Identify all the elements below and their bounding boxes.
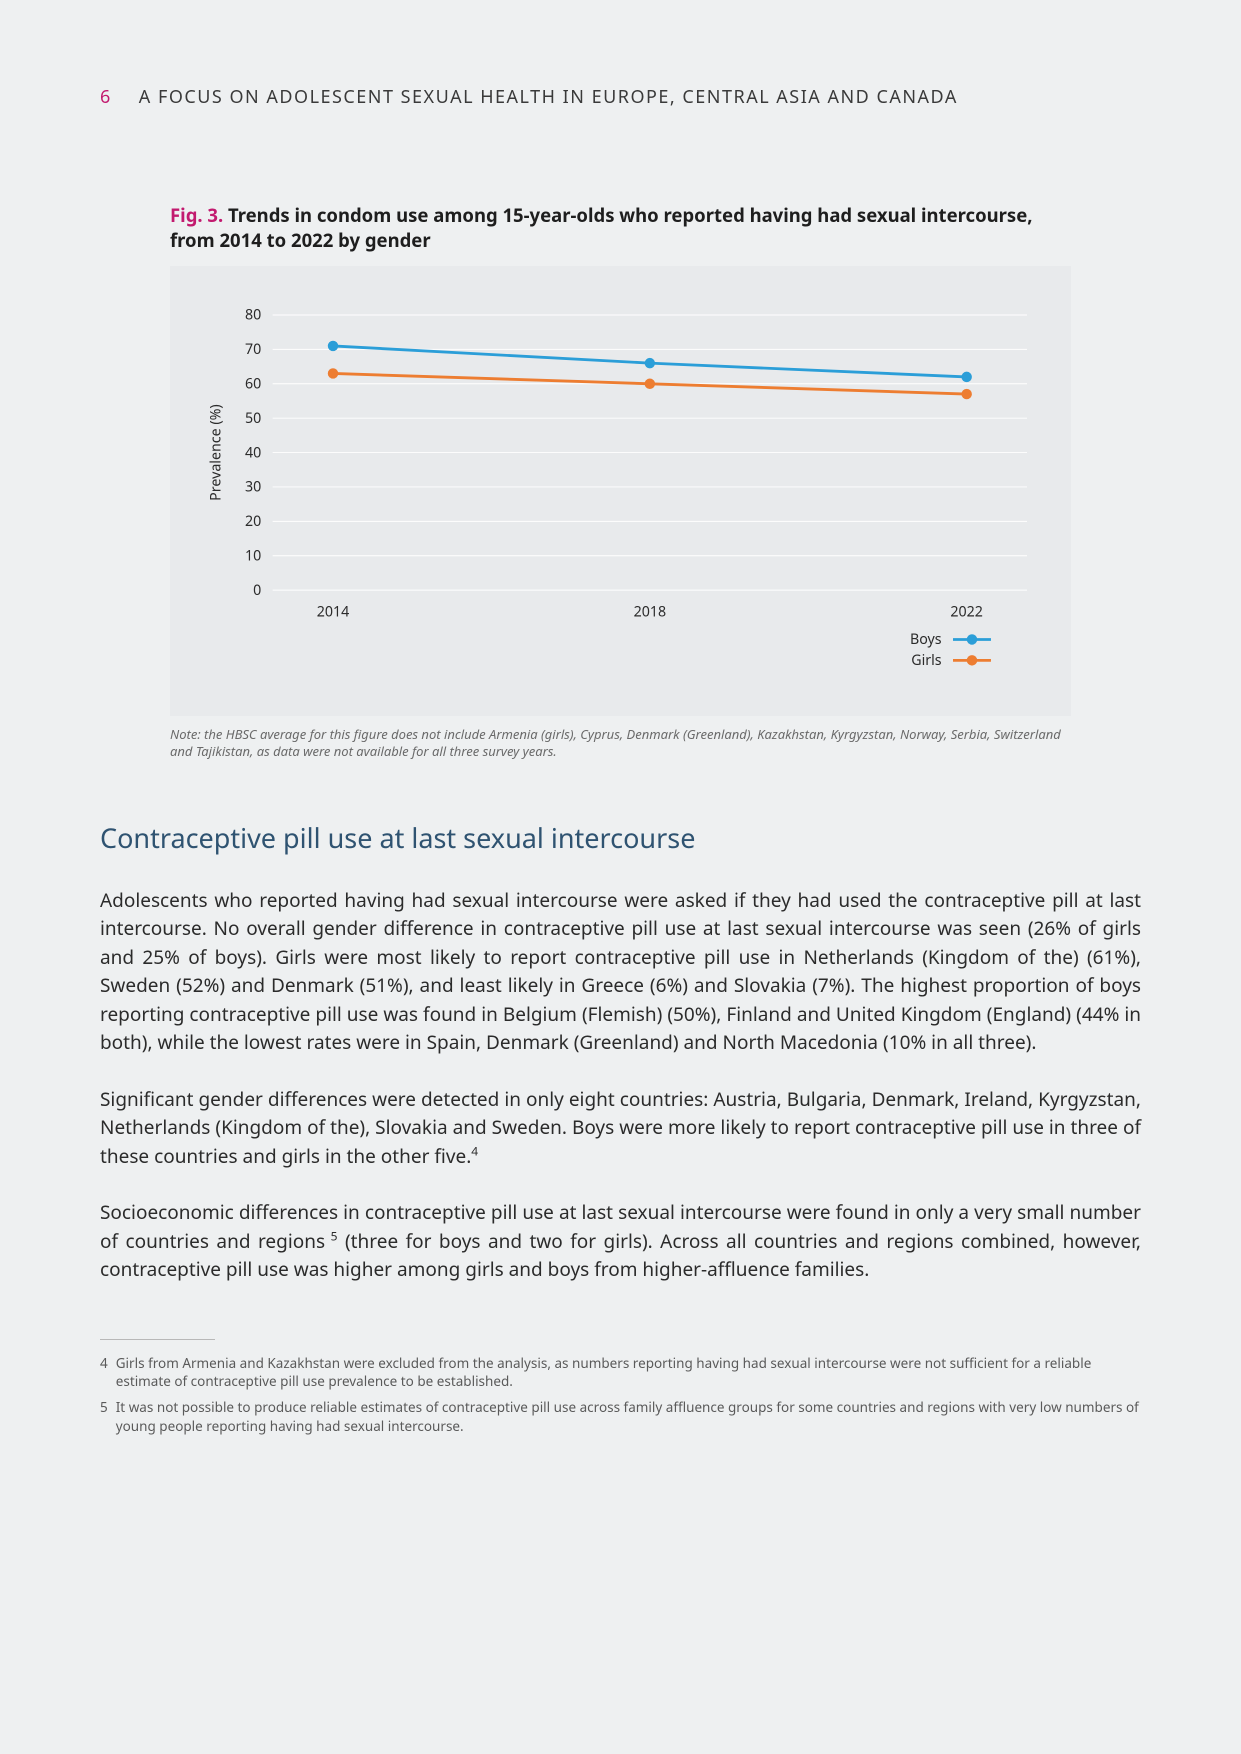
svg-text:Prevalence (%): Prevalence (%) — [206, 404, 225, 501]
paragraph-2-text: Significant gender differences were dete… — [100, 1086, 1141, 1169]
svg-text:80: 80 — [245, 306, 261, 325]
svg-text:60: 60 — [245, 374, 261, 393]
footnote-5-num: 5 — [100, 1398, 108, 1434]
footnote-5: 5 It was not possible to produce reliabl… — [100, 1398, 1141, 1434]
svg-text:2014: 2014 — [317, 603, 350, 622]
footnote-ref-5: 5 — [325, 1228, 337, 1245]
svg-text:10: 10 — [245, 546, 261, 565]
header-title: A FOCUS ON ADOLESCENT SEXUAL HEALTH IN E… — [139, 85, 958, 109]
svg-text:2022: 2022 — [950, 603, 983, 622]
page-number: 6 — [100, 85, 111, 109]
line-chart: 0 10 20 30 40 50 60 70 80 2014 2018 2022 Prevalence … — [192, 296, 1046, 695]
section-heading: Contraceptive pill use at last sexual in… — [100, 819, 1141, 856]
footnote-ref-4: 4 — [471, 1143, 478, 1160]
svg-text:Boys: Boys — [910, 630, 942, 649]
figure-caption: Fig. 3. Trends in condom use among 15-ye… — [170, 204, 1071, 254]
svg-text:40: 40 — [245, 443, 261, 462]
svg-text:30: 30 — [245, 478, 261, 497]
figure-label: Fig. 3. — [170, 203, 223, 228]
footnote-4: 4 Girls from Armenia and Kazakhstan were… — [100, 1354, 1141, 1390]
paragraph-1: Adolescents who reported having had sexu… — [100, 886, 1141, 1057]
footnote-rule — [100, 1339, 215, 1340]
running-head: 6 A FOCUS ON ADOLESCENT SEXUAL HEALTH IN… — [100, 85, 1141, 109]
chart-container: 0 10 20 30 40 50 60 70 80 2014 2018 2022 Prevalence … — [170, 266, 1071, 717]
footnote-4-num: 4 — [100, 1354, 108, 1390]
svg-text:20: 20 — [245, 512, 261, 531]
figure-caption-text: Trends in condom use among 15-year-olds … — [170, 203, 1033, 253]
footnote-4-text: Girls from Armenia and Kazakhstan were e… — [116, 1354, 1141, 1390]
figure-note: Note: the HBSC average for this figure d… — [170, 726, 1071, 759]
footnote-5-text: It was not possible to produce reliable … — [116, 1398, 1141, 1434]
paragraph-3: Socioeconomic differences in contracepti… — [100, 1198, 1141, 1284]
svg-text:50: 50 — [245, 409, 261, 428]
svg-text:70: 70 — [245, 340, 261, 359]
paragraph-2: Significant gender differences were dete… — [100, 1085, 1141, 1171]
svg-text:0: 0 — [253, 581, 261, 600]
svg-text:2018: 2018 — [634, 603, 667, 622]
svg-text:Girls: Girls — [911, 651, 942, 670]
